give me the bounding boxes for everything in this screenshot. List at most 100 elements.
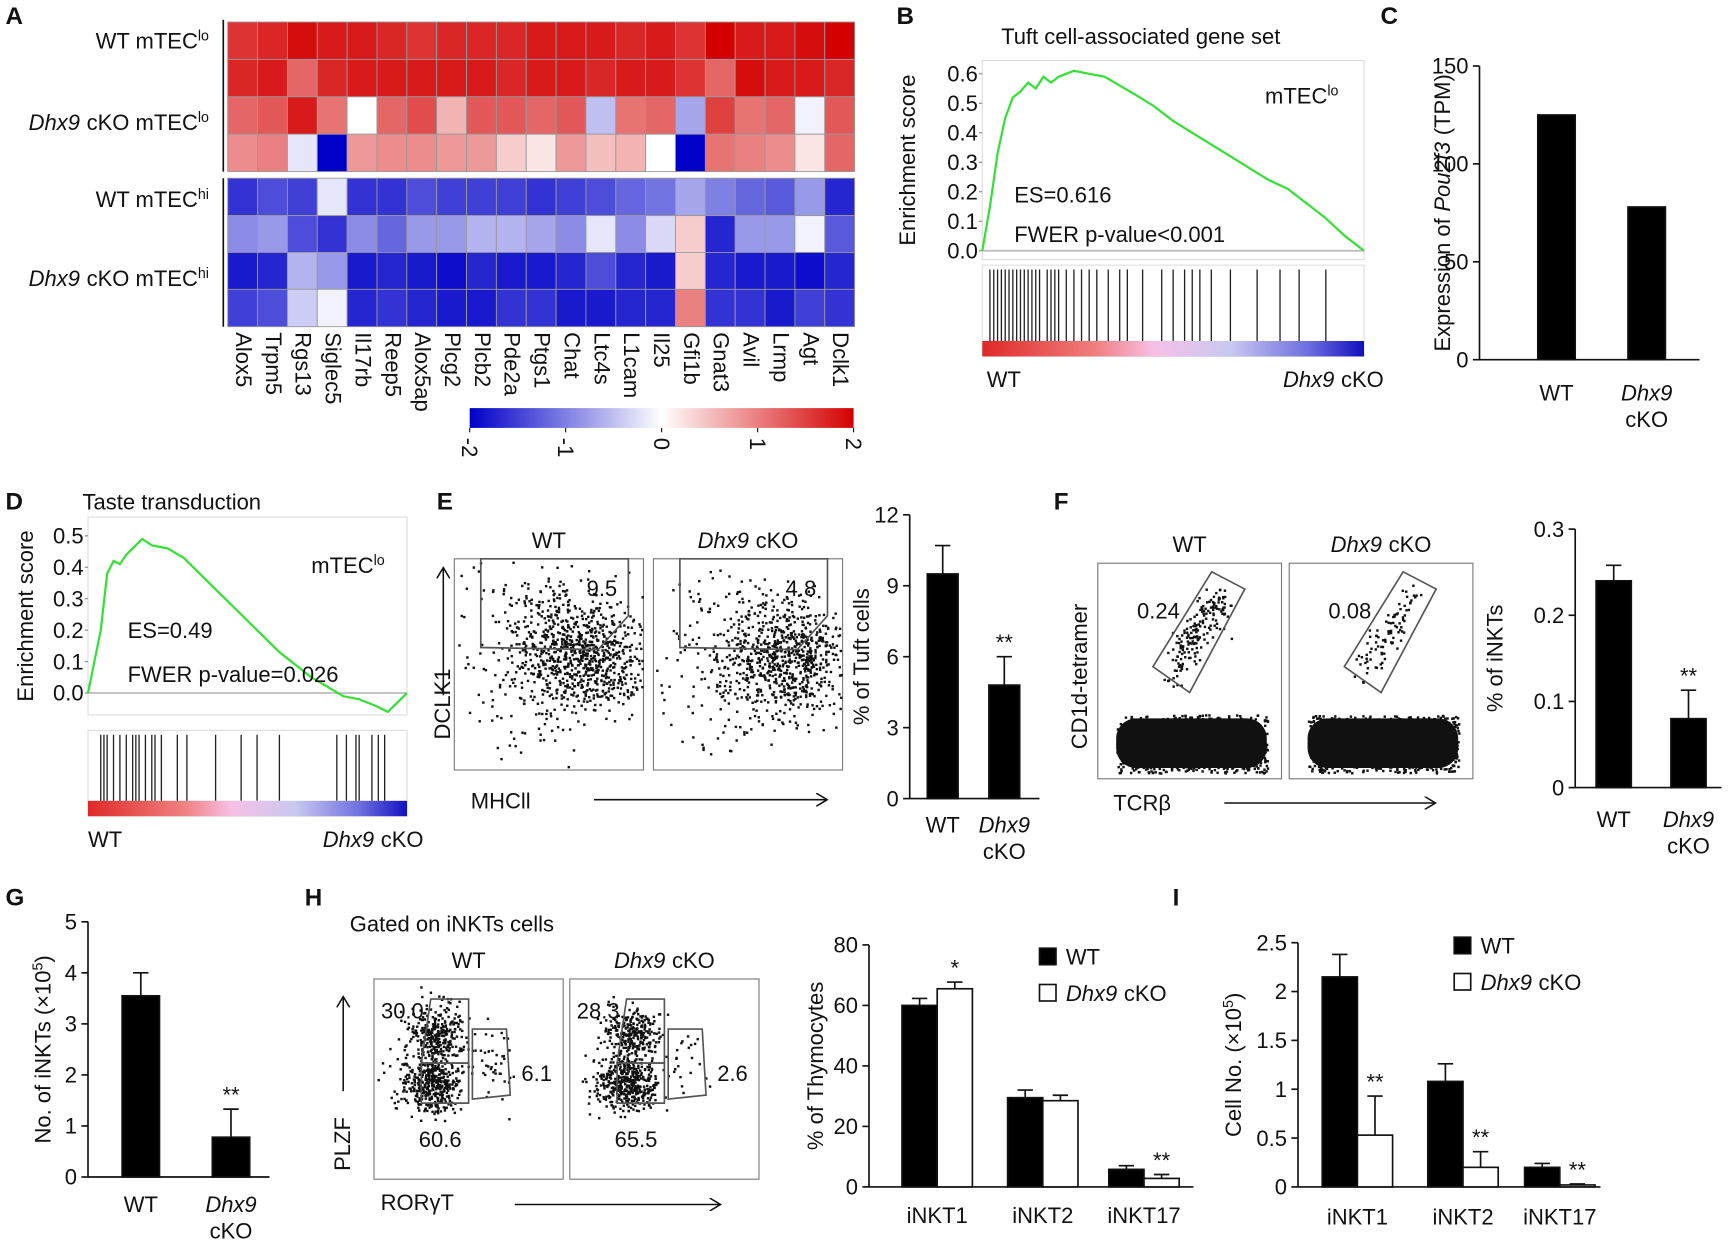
flow-dot [390, 1096, 393, 1100]
flow-dot [1398, 628, 1402, 632]
text-part: Dhx9 [29, 266, 80, 291]
flow-dot [641, 667, 644, 671]
flow-dot [722, 691, 725, 694]
flow-dot [761, 693, 764, 697]
flow-dot [610, 694, 614, 698]
error-bar [1606, 564, 1622, 581]
heatmap-cell [376, 58, 408, 98]
flow-dot [609, 1036, 612, 1039]
heatmap-cell [525, 252, 557, 291]
heatmap-cell [824, 288, 856, 328]
plot-title: Dhx9 cKO [1331, 532, 1432, 557]
flow-dot [820, 680, 823, 684]
flow-dot [787, 602, 791, 605]
flow-dot [815, 672, 818, 676]
flow-dot [1195, 646, 1199, 650]
flow-dot [1190, 767, 1193, 771]
flow-dot [810, 687, 813, 690]
flow-dot [444, 1079, 447, 1082]
flow-dot [414, 1094, 418, 1098]
flow-dot [592, 694, 596, 697]
column-label: Dclk1 [828, 332, 853, 387]
flow-dot [557, 656, 561, 659]
flow-dot [766, 635, 769, 638]
flow-dot [1452, 764, 1456, 768]
flow-dot [447, 1040, 450, 1044]
flow-dot [574, 607, 577, 610]
y-tick-label: 12 [874, 503, 898, 528]
flow-dot [792, 699, 796, 702]
flow-dot [582, 654, 585, 657]
flow-dot [441, 1017, 444, 1020]
flow-dot [1244, 771, 1247, 775]
flow-dot [822, 640, 825, 643]
heatmap-cell [824, 58, 856, 98]
flow-dot [1353, 675, 1357, 678]
flow-dot [584, 670, 588, 673]
flow-dot [417, 1086, 421, 1089]
flow-dot [728, 749, 732, 753]
flow-dot [444, 1082, 448, 1085]
flow-dot [563, 645, 566, 648]
flow-dot [573, 684, 576, 688]
flow-dot [427, 1021, 430, 1024]
flow-dot [761, 602, 765, 605]
flow-dot [814, 654, 817, 658]
flow-dot [758, 661, 762, 664]
flow-dot [770, 693, 774, 696]
flow-dot [638, 659, 641, 662]
flow-dot [1199, 608, 1202, 612]
flow-dot [587, 615, 590, 619]
flow-dot [748, 668, 752, 671]
flow-dot [552, 598, 556, 601]
flow-dot [616, 686, 619, 689]
flow-dot [1393, 715, 1397, 718]
flow-dot [537, 673, 540, 676]
flow-dot [799, 671, 802, 675]
flow-dot [790, 647, 794, 650]
flow-dot [561, 625, 565, 629]
flow-dot [1139, 716, 1143, 720]
flow-dot [589, 678, 593, 681]
flow-dot [780, 634, 784, 637]
flow-dot [825, 641, 829, 644]
flow-dot [491, 1079, 495, 1082]
flow-dot [1165, 770, 1168, 774]
flow-dot [474, 1049, 477, 1052]
flow-dot [432, 1073, 435, 1077]
flow-dot [1454, 715, 1458, 719]
flow-dot [578, 637, 582, 641]
flow-dot [584, 708, 587, 711]
flow-dot [1187, 635, 1190, 638]
flow-dot [1389, 622, 1393, 625]
flow-dot [401, 1063, 404, 1066]
flow-dot [807, 723, 810, 727]
heatmap-cell [227, 21, 258, 60]
flow-dot [1390, 641, 1393, 644]
flow-dot [556, 670, 560, 674]
flow-dot [716, 633, 720, 637]
flow-dot [552, 589, 555, 593]
flow-dot [700, 704, 704, 707]
flow-dot [1180, 652, 1184, 656]
flow-dot [792, 686, 795, 689]
flow-dot [455, 1083, 459, 1087]
flow-dot [602, 674, 606, 678]
rank-label: Dhx9 cKO [323, 827, 424, 852]
flow-dot [400, 1019, 403, 1023]
flow-dot [484, 1033, 488, 1036]
flow-dot [784, 650, 787, 654]
flow-dot [662, 712, 665, 715]
flow-dot [568, 686, 572, 689]
flow-dot [554, 613, 557, 617]
flow-dot [779, 709, 782, 713]
flow-dot [1122, 765, 1125, 769]
flow-dot [605, 1019, 608, 1022]
flow-dot [421, 1091, 425, 1095]
flow-dot [745, 679, 749, 682]
flow-dot [425, 1004, 429, 1007]
gate-label: 0.24 [1137, 598, 1180, 623]
flow-dot [435, 1075, 438, 1078]
flow-dot [597, 609, 601, 613]
flow-dot [430, 1031, 434, 1035]
